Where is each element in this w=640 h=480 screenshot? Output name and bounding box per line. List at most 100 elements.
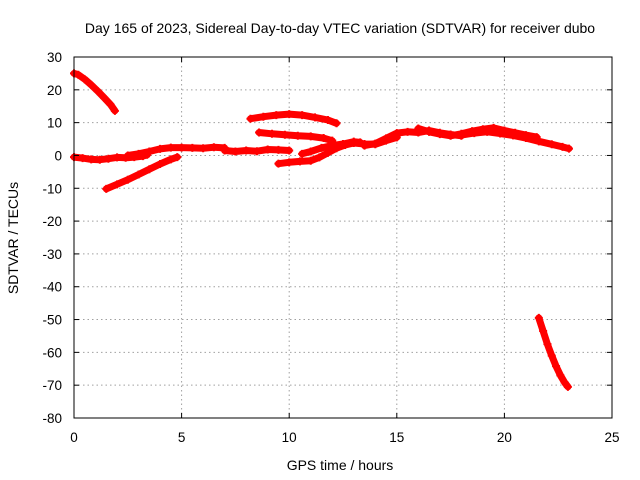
series-arc-6 xyxy=(246,110,341,128)
data-point xyxy=(457,131,466,140)
data-point xyxy=(113,153,122,162)
data-point xyxy=(100,93,109,102)
data-point xyxy=(311,113,320,122)
data-point xyxy=(534,137,543,146)
data-point xyxy=(156,159,165,168)
data-point xyxy=(556,371,565,380)
data-point xyxy=(470,129,479,138)
data-point xyxy=(306,132,315,141)
data-point xyxy=(93,87,102,96)
data-point xyxy=(123,151,132,160)
data-point xyxy=(306,156,315,165)
data-point xyxy=(285,110,294,119)
y-axis-title: SDTVAR / TECUs xyxy=(5,182,21,294)
y-tick-label: 20 xyxy=(47,83,62,98)
data-band xyxy=(457,128,573,153)
data-point xyxy=(560,378,569,387)
data-point xyxy=(272,111,281,120)
data-point xyxy=(539,327,548,336)
data-point xyxy=(177,143,186,152)
y-tick-label: 10 xyxy=(47,116,62,131)
data-point xyxy=(87,155,96,164)
data-point xyxy=(145,147,154,156)
data-point xyxy=(74,70,83,79)
plot-frame xyxy=(73,56,613,419)
data-point xyxy=(280,130,289,139)
y-tick-label: -30 xyxy=(42,247,62,262)
data-point xyxy=(231,147,240,156)
series-arc-9 xyxy=(298,137,365,158)
data-point xyxy=(332,119,341,128)
y-tick-label: -60 xyxy=(42,345,62,360)
series-arc-13 xyxy=(534,313,572,391)
data-point xyxy=(521,134,530,143)
data-layer xyxy=(70,69,573,391)
data-point xyxy=(106,100,115,109)
data-point xyxy=(78,154,87,163)
x-tick-label: 0 xyxy=(70,430,78,445)
data-point xyxy=(392,129,401,138)
data-point xyxy=(306,147,315,156)
data-point xyxy=(242,146,251,155)
data-point xyxy=(414,124,423,133)
series-arc-1 xyxy=(70,69,119,115)
data-point xyxy=(259,112,268,121)
data-point xyxy=(563,382,572,391)
data-point xyxy=(220,146,229,155)
data-point xyxy=(255,128,264,137)
data-point xyxy=(267,129,276,138)
data-point xyxy=(319,134,328,143)
data-point xyxy=(274,159,283,168)
data-point xyxy=(382,134,391,143)
data-point xyxy=(80,75,89,84)
data-point xyxy=(446,131,455,140)
data-point xyxy=(246,114,255,123)
data-point xyxy=(534,313,543,322)
data-point xyxy=(123,175,132,184)
data-point xyxy=(156,144,165,153)
y-tick-label: 30 xyxy=(47,50,62,65)
x-axis-title: GPS time / hours xyxy=(287,457,394,473)
x-tick-label: 5 xyxy=(178,430,186,445)
data-point xyxy=(543,340,552,349)
data-point xyxy=(547,351,556,360)
data-point xyxy=(285,158,294,167)
data-point xyxy=(293,131,302,140)
data-point xyxy=(298,149,307,158)
data-point xyxy=(87,80,96,89)
data-point xyxy=(252,147,261,156)
y-tick-label: -50 xyxy=(42,313,62,328)
data-point xyxy=(295,157,304,166)
data-point xyxy=(298,111,307,120)
y-tick-label: -80 xyxy=(42,411,62,426)
tick-layer xyxy=(73,56,613,419)
data-point xyxy=(134,170,143,179)
data-point xyxy=(95,155,104,164)
label-layer: 0 5 10 15 20 25 -80 -70 -60 -50 -40 -30 -20 -10 0 10 20 3… xyxy=(42,50,619,445)
data-point xyxy=(483,127,492,136)
data-point xyxy=(263,145,272,154)
series-arc-4 xyxy=(102,153,182,193)
y-tick-label: -40 xyxy=(42,280,62,295)
y-tick-label: -70 xyxy=(42,378,62,393)
y-tick-label: -20 xyxy=(42,214,62,229)
data-point xyxy=(339,139,347,148)
data-point xyxy=(371,139,380,148)
data-point xyxy=(145,165,154,174)
data-point xyxy=(425,127,434,136)
grid-layer xyxy=(74,57,612,418)
data-point xyxy=(323,148,332,157)
data-point xyxy=(110,106,119,115)
x-tick-label: 10 xyxy=(282,430,297,445)
chart-title: Day 165 of 2023, Sidereal Day-to-day VTE… xyxy=(85,20,595,36)
data-point xyxy=(509,131,518,140)
data-point xyxy=(199,144,208,153)
data-point xyxy=(552,362,561,371)
data-point xyxy=(360,141,369,150)
data-point xyxy=(547,140,556,149)
data-point xyxy=(113,180,122,189)
data-point xyxy=(188,143,197,152)
data-point xyxy=(134,149,143,158)
y-tick-label: -10 xyxy=(42,181,62,196)
